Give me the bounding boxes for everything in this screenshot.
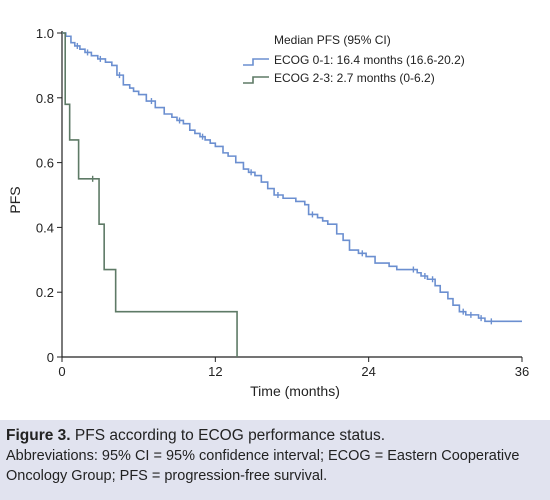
caption-title-line: Figure 3. PFS according to ECOG performa…	[6, 426, 544, 446]
axes: 0 12 24 36 0 0.2 0.4 0.6 0.8 1.0 Time (months) PFS	[7, 26, 529, 399]
legend-entry: ECOG 0-1: 16.4 months (16.6-20.2)	[274, 53, 465, 67]
legend-entry: ECOG 2-3: 2.7 months (0-6.2)	[274, 71, 435, 85]
x-tick-label: 0	[58, 364, 65, 379]
x-tick-label: 36	[515, 364, 529, 379]
y-tick-label: 0	[47, 350, 54, 365]
figure-title: PFS according to ECOG performance status…	[70, 427, 386, 444]
y-tick-label: 0.2	[36, 285, 54, 300]
legend: Median PFS (95% CI) ECOG 0-1: 16.4 months…	[243, 33, 465, 85]
series-layer	[62, 32, 522, 357]
km-curve-ecog-0-1	[62, 32, 522, 323]
plot-area: 0 12 24 36 0 0.2 0.4 0.6 0.8 1.0 Time (months) PFS …	[7, 26, 530, 399]
figure-caption: Figure 3. PFS according to ECOG performa…	[0, 420, 550, 500]
y-axis-title: PFS	[7, 186, 23, 213]
x-axis-title: Time (months)	[250, 383, 340, 399]
figure-label: Figure 3.	[6, 427, 71, 444]
y-tick-label: 0.8	[36, 91, 54, 106]
caption-abbreviations: Abbreviations: 95% CI = 95% confidence i…	[6, 448, 520, 484]
x-tick-label: 12	[208, 364, 222, 379]
y-tick-label: 1.0	[36, 26, 54, 41]
legend-swatch	[243, 58, 269, 66]
x-tick-label: 24	[361, 364, 375, 379]
legend-swatch	[243, 76, 269, 84]
legend-title: Median PFS (95% CI)	[274, 33, 391, 47]
km-curve-ecog-2-3	[62, 32, 238, 357]
y-tick-label: 0.6	[36, 156, 54, 171]
y-tick-label: 0.4	[36, 220, 54, 235]
